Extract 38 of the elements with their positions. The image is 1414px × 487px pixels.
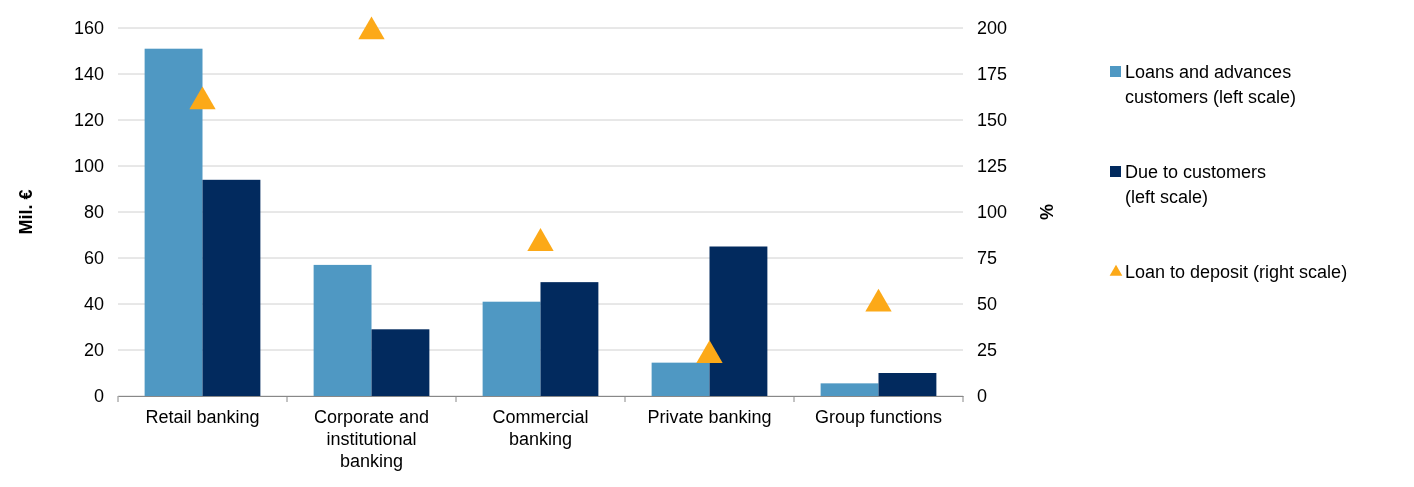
y-tick-label: 20 (83, 340, 104, 361)
y-tick-label: 100 (73, 156, 104, 177)
y-tick-label: 0 (93, 386, 104, 407)
bar (313, 264, 372, 396)
x-tick-label: Group functions (814, 407, 943, 427)
y-tick-label: 80 (83, 202, 104, 223)
x-tick-label: Commercial banking (492, 407, 589, 449)
bar (144, 48, 203, 396)
y2-tick-label: 25 (977, 340, 998, 361)
legend-label: Loans and advances customers (left scale) (1125, 62, 1297, 107)
y2-tick-label: 50 (977, 294, 998, 315)
bar (878, 373, 937, 396)
y-tick-label: 140 (73, 64, 104, 85)
y-tick-label: 60 (83, 248, 104, 269)
y2-axis-title: % (1036, 203, 1056, 221)
bar (820, 383, 879, 396)
y2-tick-label: 175 (977, 64, 1008, 85)
y2-tick-label: 125 (977, 156, 1008, 177)
bar (371, 329, 430, 396)
x-tick-label: Private banking (647, 407, 772, 427)
y2-tick-label: 75 (977, 248, 998, 269)
x-tick-label: Corporate and institutional banking (313, 407, 430, 471)
bar (540, 282, 599, 396)
y-tick-label: 40 (83, 294, 104, 315)
legend-label: Due to customers (left scale) (1125, 162, 1267, 207)
y-axis-title: Mil. € (16, 189, 36, 235)
y2-tick-label: 150 (977, 110, 1008, 131)
y-tick-label: 160 (73, 18, 104, 39)
bar (482, 301, 541, 396)
bar (202, 179, 261, 396)
y-tick-label: 120 (73, 110, 104, 131)
y2-tick-label: 100 (977, 202, 1008, 223)
y2-tick-label: 200 (977, 18, 1008, 39)
x-tick-label: Retail banking (145, 407, 260, 427)
y2-tick-label: 0 (977, 386, 988, 407)
bar (709, 246, 768, 396)
legend-label: Loan to deposit (right scale) (1125, 262, 1348, 282)
bar (651, 362, 710, 396)
